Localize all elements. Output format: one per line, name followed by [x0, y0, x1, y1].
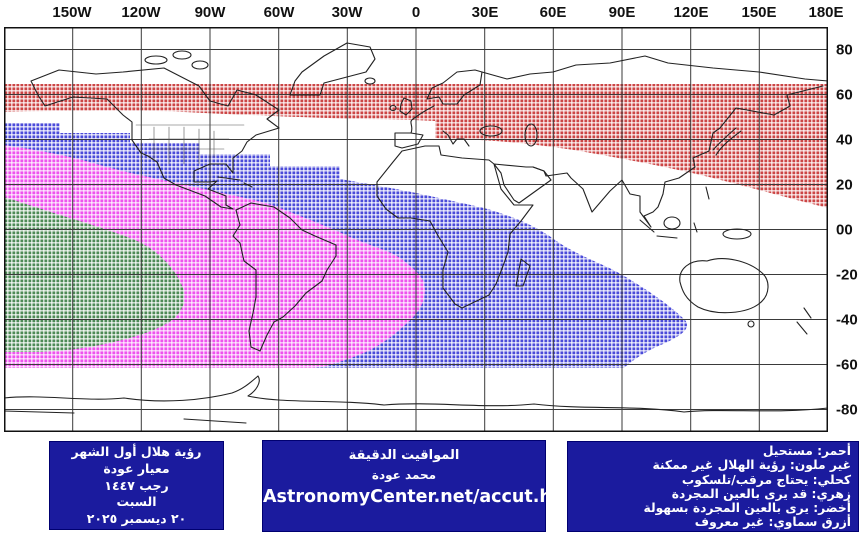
credit-author: محمد عودة: [371, 468, 437, 482]
info-panel: رؤية هلال أول الشهر معيار عودة رجب ١٤٤٧ …: [49, 441, 224, 530]
legend-line-green: أخضر: يرى بالعين المجردة بسهولة: [643, 501, 852, 516]
lat-tick-label: 20: [836, 176, 853, 194]
lat-tick-label: 00: [836, 221, 853, 239]
graticule-gridlines: [4, 27, 828, 432]
legend-line-uncolored: غير ملون: رؤية الهلال غير ممكنة: [652, 458, 851, 473]
legend-line-pink: زهري: قد يرى بالعين المجردة: [671, 486, 851, 501]
info-month: رجب ١٤٤٧: [104, 477, 169, 493]
lat-tick-label: -40: [836, 311, 858, 329]
credit-title: المواقيت الدقيقة: [348, 448, 460, 463]
lon-tick-label: 60E: [539, 4, 567, 21]
lat-tick-label: 80: [836, 41, 853, 59]
lat-tick-label: -20: [836, 266, 858, 284]
lon-tick-label: 30W: [331, 4, 363, 21]
lat-tick-label: -60: [836, 356, 858, 374]
info-title: رؤية هلال أول الشهر: [71, 444, 202, 459]
coastlines: [3, 42, 829, 424]
world-map-plot: [3, 27, 829, 432]
lon-tick-label: 60W: [263, 4, 295, 21]
lon-tick-label: 30E: [471, 4, 499, 21]
credit-panel: المواقيت الدقيقة محمد عودة AstronomyCent…: [262, 440, 585, 532]
legend-line-red: أحمر: مستحيل: [762, 444, 851, 458]
legend-panel: أحمر: مستحيل غير ملون: رؤية الهلال غير م…: [567, 441, 859, 532]
visibility-map-svg: [3, 27, 829, 432]
map-frame: [4, 27, 828, 432]
credit-url: AstronomyCenter.net/accut.html: [263, 487, 585, 507]
lon-tick-label: 90W: [194, 4, 226, 21]
lon-tick-label: 180E: [808, 4, 844, 21]
lon-tick-label: 90E: [608, 4, 636, 21]
lat-tick-label: -80: [836, 401, 858, 419]
info-weekday: السبت: [116, 494, 157, 510]
lat-tick-label: 60: [836, 86, 853, 104]
lon-tick-label: 150E: [741, 4, 777, 21]
info-date: ٢٠ ديسمبر ٢٠٢٥: [86, 511, 187, 527]
legend-line-skyblue: أزرق سماوي: غير معروف: [694, 515, 851, 530]
lat-tick-label: 40: [836, 131, 853, 149]
legend-line-navy: كحلي: يحتاج مرقب/تلسكوب: [681, 472, 851, 487]
lon-tick-label: 0: [411, 4, 421, 21]
lon-tick-label: 120E: [673, 4, 709, 21]
lon-tick-label: 120W: [121, 4, 161, 21]
lon-tick-label: 150W: [52, 4, 92, 21]
info-criterion: معيار عودة: [103, 460, 170, 476]
